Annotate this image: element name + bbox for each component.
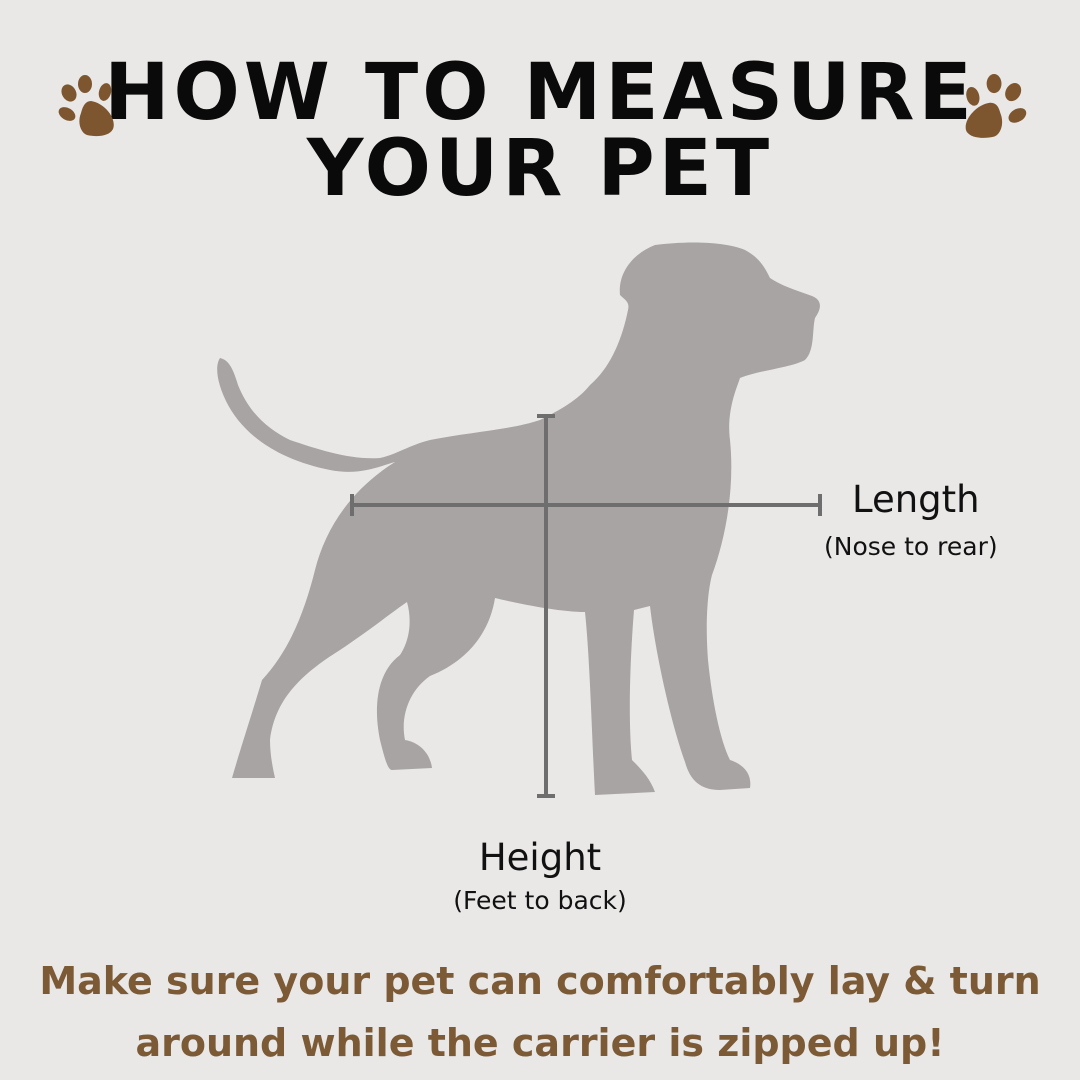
length-label: Length	[852, 478, 980, 521]
note-line-1: Make sure your pet can comfortably lay &…	[39, 959, 1041, 1003]
height-measure-line	[537, 414, 555, 798]
dog-silhouette	[217, 242, 820, 796]
carrier-note: Make sure your pet can comfortably lay &…	[0, 950, 1080, 1074]
paw-print-icon	[58, 75, 114, 137]
paw-print-icon	[965, 74, 1027, 138]
title-line-1: HOW TO MEASURE	[104, 48, 976, 138]
height-sublabel: (Feet to back)	[453, 886, 627, 915]
note-line-2: around while the carrier is zipped up!	[135, 1021, 945, 1065]
length-measure-line	[350, 494, 822, 516]
length-sublabel: (Nose to rear)	[824, 532, 998, 561]
height-label: Height	[478, 836, 602, 879]
title-line-2: YOUR PET	[306, 124, 774, 214]
